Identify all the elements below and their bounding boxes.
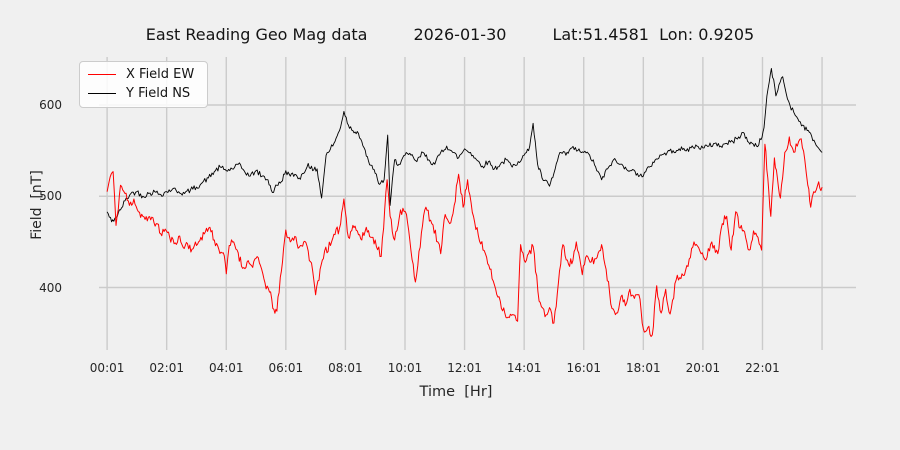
x-tick-label: 12:01 (447, 361, 482, 375)
y-tick-label: 600 (39, 98, 62, 112)
x-tick-label: 18:01 (626, 361, 661, 375)
legend-line-sample-y (88, 93, 116, 94)
series-line-x-field-ew (106, 136, 823, 337)
series-line-y-field-ns (106, 68, 823, 223)
x-tick-label: 08:01 (328, 361, 363, 375)
x-tick-label: 16:01 (566, 361, 602, 375)
x-tick-label: 00:01 (89, 361, 125, 375)
grid-lines (99, 57, 856, 350)
legend: X Field EW Y Field NS (79, 61, 209, 108)
y-tick-label: 500 (39, 189, 62, 204)
chart-title: East Reading Geo Mag data 2026-01-30 Lat… (0, 25, 900, 47)
x-tick-label: 20:01 (685, 361, 721, 375)
legend-label-x-field: X Field EW (126, 67, 195, 82)
x-axis-label: Time [Hr] (419, 384, 493, 400)
legend-row-y-field: Y Field NS (88, 86, 194, 101)
chart-title-coords: Lat:51.4581 Lon: 0.9205 (552, 25, 755, 44)
legend-row-x-field: X Field EW (88, 67, 194, 82)
y-axis-label: Field [nT] (29, 170, 45, 240)
x-tick-label: 02:01 (149, 361, 184, 375)
x-tick-label: 22:01 (745, 361, 780, 375)
chart-title-main: East Reading Geo Mag data (145, 25, 368, 44)
y-tick-label: 400 (39, 280, 62, 295)
x-tick-label: 14:01 (506, 361, 542, 375)
x-tick-label: 10:01 (387, 361, 423, 375)
x-tick-label: 06:01 (268, 361, 304, 375)
legend-label-y-field: Y Field NS (126, 86, 191, 101)
legend-line-sample-x (88, 74, 116, 75)
x-tick-label: 04:01 (208, 361, 244, 375)
series-lines (106, 68, 823, 337)
chart-title-date: 2026-01-30 (413, 25, 507, 44)
